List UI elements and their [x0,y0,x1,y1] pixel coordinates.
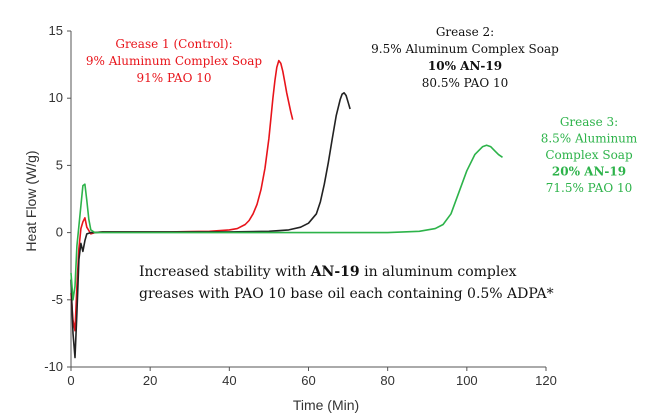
note-line-1-after: in aluminum complex [360,264,517,280]
y-tick-label: 10 [49,90,63,105]
series-line-grease-1 [70,59,294,332]
grease3-label-line: 71.5% PAO 10 [546,181,633,195]
grease2-label-line: 9.5% Aluminum Complex Soap [371,42,559,56]
y-tick-label: 5 [56,157,63,172]
grease2-label-line: 80.5% PAO 10 [422,76,509,90]
grease3-label-line: 8.5% Aluminum [541,132,638,146]
axes [67,30,547,371]
grease2-label-line: Grease 2: [436,25,494,39]
y-axis-title: Heat Flow (W/g) [23,150,39,251]
x-tick-label: 0 [67,373,74,388]
note-line-2: greases with PAO 10 base oil each contai… [139,286,554,302]
y-tick-label: 15 [49,23,63,38]
y-tick-label: -10 [44,359,63,374]
annotations: Grease 1 (Control): 9% Aluminum Complex S… [86,25,638,195]
y-tick-label: -5 [51,292,63,307]
grease3-label-line: Complex Soap [545,148,633,162]
grease1-label-line: 9% Aluminum Complex Soap [86,54,263,68]
x-tick-label: 40 [222,373,236,388]
x-tick-label: 100 [456,373,478,388]
x-axis-title: Time (Min) [293,397,359,413]
x-tick-label: 80 [380,373,394,388]
series-lines [70,59,503,359]
x-tick-label: 120 [535,373,557,388]
x-tick-label: 60 [301,373,315,388]
grease1-label-line: 91% PAO 10 [136,71,211,85]
tick-labels: 0 20 40 60 80 100 120 15 10 5 0 -5 -10 [44,23,557,388]
grease3-label-line: 20% AN-19 [552,165,626,179]
series-line-grease-2 [70,92,351,359]
x-tick-label: 20 [143,373,157,388]
note-line-1-before: Increased stability with [139,264,311,280]
note-line-1-bold: AN-19 [310,264,360,280]
grease3-label-line: Grease 3: [560,115,618,129]
grease2-label-line: 10% AN-19 [428,59,502,73]
note-line-1: Increased stability with AN-19 in alumin… [139,264,517,280]
y-tick-label: 0 [56,225,63,240]
grease1-label-line: Grease 1 (Control): [115,37,232,51]
series-line-grease-3 [70,144,503,301]
